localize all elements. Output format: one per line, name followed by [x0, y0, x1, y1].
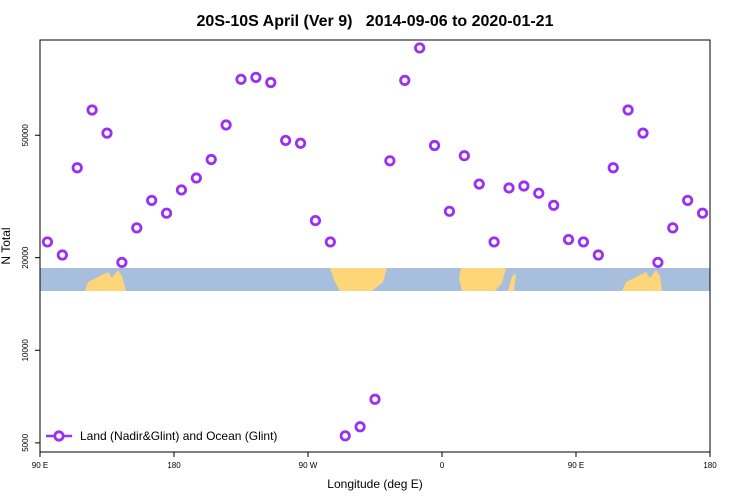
point — [324, 236, 336, 248]
y-tick-label: 10000 — [21, 339, 30, 362]
land — [622, 270, 662, 291]
point — [592, 249, 604, 261]
point — [235, 73, 247, 85]
land — [508, 274, 516, 291]
point — [562, 233, 575, 246]
point — [577, 236, 590, 248]
point — [503, 182, 515, 194]
land — [459, 268, 506, 291]
point — [190, 172, 202, 184]
y-tick-label: 50000 — [21, 124, 30, 147]
point — [309, 214, 322, 227]
point — [116, 256, 128, 269]
point — [399, 74, 411, 86]
point — [205, 153, 217, 166]
point — [458, 150, 470, 162]
x-tick-label: 90 W — [299, 461, 318, 470]
point — [56, 249, 68, 261]
chart-title: 20S-10S April (Ver 9) 2014-09-06 to 2020… — [197, 13, 554, 30]
point — [280, 134, 292, 147]
point — [473, 178, 485, 190]
point — [160, 207, 173, 219]
point — [443, 205, 456, 217]
point — [652, 256, 664, 269]
point — [250, 71, 262, 83]
point — [265, 76, 277, 89]
x-tick-label: 180 — [703, 461, 717, 470]
point — [71, 162, 83, 174]
land — [85, 270, 126, 291]
x-axis-label: Longitude (deg E) — [327, 477, 422, 491]
point — [682, 194, 694, 207]
land — [330, 268, 387, 291]
x-tick-label: 180 — [167, 461, 181, 470]
point — [696, 207, 709, 219]
y-tick-label: 5000 — [21, 433, 30, 451]
point — [354, 421, 366, 433]
point — [414, 42, 426, 54]
legend-label: Land (Nadir&Glint) and Ocean (Glint) — [80, 429, 277, 443]
y-axis-label: N Total — [0, 227, 13, 264]
point — [146, 194, 158, 207]
point — [131, 222, 143, 234]
x-tick-label: 0 — [440, 461, 445, 470]
point — [384, 155, 396, 167]
point — [220, 119, 232, 131]
point — [175, 184, 188, 196]
point — [101, 127, 113, 139]
point — [548, 199, 560, 211]
point — [637, 127, 649, 139]
point — [369, 393, 381, 405]
point — [86, 104, 98, 116]
legend-marker — [53, 430, 65, 442]
point — [294, 137, 307, 149]
point — [428, 139, 441, 152]
point — [533, 187, 545, 199]
point — [41, 236, 54, 248]
point — [339, 430, 351, 442]
y-tick-label: 20000 — [21, 246, 30, 269]
x-tick-label: 90 E — [568, 461, 584, 470]
map-band — [40, 268, 710, 291]
x-tick-label: 90 E — [32, 461, 48, 470]
point — [607, 162, 619, 174]
point — [667, 222, 679, 234]
point — [622, 104, 634, 116]
point — [488, 236, 500, 248]
point — [518, 180, 530, 192]
plot-frame — [39, 39, 711, 453]
